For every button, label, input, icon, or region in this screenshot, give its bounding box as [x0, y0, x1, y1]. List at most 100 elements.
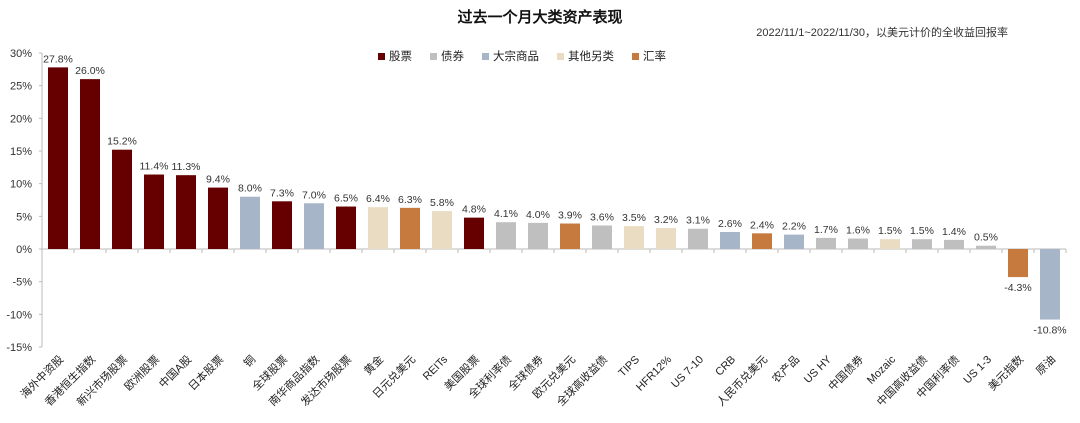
bar-bond [688, 228, 708, 249]
x-category-label: 铜 [240, 352, 258, 370]
bar-equity [112, 149, 132, 249]
data-label: 7.3% [270, 187, 294, 199]
legend-label: 债券 [441, 51, 464, 63]
data-label: 3.9% [558, 210, 582, 222]
legend-item-equity: 股票 [378, 48, 412, 64]
bar-bond [816, 237, 836, 249]
data-label: 4.0% [526, 209, 550, 221]
data-label: 3.2% [654, 214, 678, 226]
bar-equity [336, 206, 356, 249]
bar-other [432, 211, 452, 249]
legend-swatch [632, 52, 639, 60]
data-label: 1.6% [846, 225, 870, 237]
legend-item-other: 其他另类 [557, 48, 614, 64]
data-label: 27.8% [43, 53, 73, 65]
bar-other [368, 207, 388, 249]
bar-bond [848, 238, 868, 249]
data-label: 4.1% [494, 208, 518, 220]
chart-title: 过去一个月大类资产表现 [457, 9, 623, 26]
x-category-label: 中国债券 [825, 352, 866, 393]
data-label: 6.4% [366, 193, 390, 205]
legend-label: 汇率 [643, 51, 666, 63]
data-label: 15.2% [107, 136, 137, 148]
x-category-label: 黄金 [361, 352, 386, 377]
bar-bond [976, 245, 996, 249]
bar-fx [1008, 249, 1028, 278]
bar-commodity [720, 232, 740, 249]
y-tick-label: 0% [16, 244, 32, 256]
bar-equity [80, 79, 100, 249]
data-label: 3.5% [622, 212, 646, 224]
y-tick-label: 5% [16, 211, 32, 223]
legend-swatch [482, 52, 489, 60]
legend-label: 大宗商品 [493, 51, 539, 63]
x-category-label: 日本股票 [185, 352, 226, 393]
legend-swatch [557, 52, 564, 60]
data-label: 1.5% [910, 225, 934, 237]
x-category-label: 美元指数 [985, 352, 1026, 393]
data-label: 11.3% [172, 161, 201, 173]
y-tick-label: -5% [12, 277, 32, 289]
legend-label: 其他另类 [568, 51, 614, 63]
data-label: 2.2% [782, 221, 806, 233]
legend-swatch [378, 52, 385, 60]
bar-fx [400, 207, 420, 249]
data-label: -4.3% [1004, 282, 1031, 294]
data-label: -10.8% [1033, 325, 1066, 337]
x-category-label: HFR12% [634, 353, 674, 393]
bar-equity [464, 217, 484, 249]
bar-commodity [784, 234, 804, 249]
bar-bond [912, 239, 932, 249]
x-category-label: TIPS [616, 354, 642, 380]
bar-fx [560, 223, 580, 249]
data-label: 9.4% [206, 174, 230, 186]
y-tick-label: -10% [6, 309, 32, 321]
legend-item-fx: 汇率 [632, 48, 666, 64]
bar-equity [208, 187, 228, 249]
data-label: 3.1% [686, 215, 710, 227]
y-tick-label: 15% [10, 146, 32, 158]
data-label: 1.5% [878, 225, 902, 237]
legend-item-bond: 债券 [430, 48, 464, 64]
bar-commodity [304, 203, 324, 249]
bar-equity [176, 175, 196, 249]
bar-equity [272, 201, 292, 249]
data-label: 6.5% [334, 193, 358, 205]
data-label: 1.4% [942, 226, 966, 238]
legend-item-commodity: 大宗商品 [482, 48, 539, 64]
y-tick-label: 20% [10, 113, 32, 125]
y-tick-label: 25% [10, 81, 32, 93]
bar-bond [496, 222, 516, 249]
bar-equity [48, 67, 68, 249]
data-label: 6.3% [398, 194, 422, 206]
x-category-label: CRB [713, 354, 738, 379]
data-label: 1.7% [814, 224, 838, 236]
bar-fx [752, 233, 772, 249]
bar-bond [592, 225, 612, 249]
legend-label: 股票 [389, 51, 412, 63]
x-category-label: 农产品 [769, 352, 802, 385]
data-label: 0.5% [974, 232, 998, 244]
x-category-label: REITs [421, 353, 451, 383]
data-label: 8.0% [238, 183, 262, 195]
data-label: 5.8% [430, 197, 454, 209]
data-label: 4.8% [462, 204, 486, 216]
data-label: 2.4% [750, 219, 774, 231]
data-label: 7.0% [302, 189, 326, 201]
data-label: 2.6% [718, 218, 742, 230]
bar-other [656, 228, 676, 249]
bar-bond [944, 239, 964, 249]
chart-subtitle: 2022/11/1~2022/11/30，以美元计价的全收益回报率 [756, 27, 1008, 39]
bar-bond [528, 222, 548, 249]
bar-commodity [240, 196, 260, 249]
bar-other [624, 226, 644, 249]
bar-other [880, 239, 900, 249]
legend-swatch [430, 52, 437, 60]
x-category-label: 原油 [1033, 352, 1058, 377]
data-label: 11.4% [140, 161, 169, 173]
y-tick-label: -15% [6, 342, 32, 354]
data-label: 26.0% [75, 65, 105, 77]
x-category-label: US 7-10 [669, 354, 706, 391]
x-category-label: 欧洲股票 [122, 353, 162, 393]
